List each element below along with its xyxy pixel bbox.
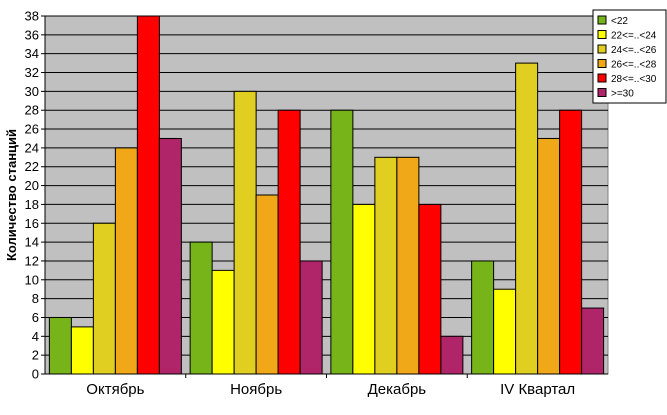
- y-tick-label: 24: [25, 140, 39, 155]
- bar: [559, 109, 583, 375]
- legend-label: 26<=..<28: [611, 60, 657, 71]
- legend-swatch: [597, 44, 607, 54]
- y-tick-label: 34: [25, 46, 39, 61]
- bar: [277, 109, 301, 375]
- bar: [471, 260, 495, 375]
- x-category-label: Декабрь: [368, 381, 427, 398]
- bar: [158, 137, 182, 375]
- x-category-label: Ноябрь: [230, 381, 282, 398]
- y-tick-label: 14: [25, 235, 39, 250]
- x-axis-categories: Октябрь Ноябрь Декабрь IV Квартал: [86, 374, 575, 398]
- legend-swatch: [597, 59, 607, 68]
- y-tick-label: 28: [25, 103, 39, 118]
- bar: [299, 260, 323, 375]
- bar: [440, 335, 464, 375]
- bar: [374, 156, 398, 375]
- bar: [70, 326, 94, 375]
- legend-swatch: [597, 73, 607, 83]
- y-tick-label: 12: [25, 253, 39, 268]
- y-tick-label: 8: [32, 291, 39, 306]
- bar: [136, 15, 160, 375]
- y-tick-label: 32: [25, 65, 39, 80]
- bar: [493, 288, 517, 375]
- legend-swatch: [597, 15, 607, 25]
- y-tick-label: 26: [25, 122, 39, 137]
- y-tick-label: 20: [25, 178, 39, 193]
- bar: [418, 203, 442, 375]
- bar: [396, 156, 420, 375]
- legend: <22 22<=..<24 24<=..<26 26<=..<28 28<=..<30 >…: [592, 9, 667, 104]
- bar: [581, 307, 605, 375]
- bar: [48, 316, 72, 375]
- legend-swatch: [597, 88, 607, 97]
- legend-label: 24<=..<26: [611, 45, 657, 56]
- y-tick-label: 16: [25, 216, 39, 231]
- y-tick-label: 36: [25, 27, 39, 42]
- legend-box: [592, 9, 667, 104]
- bar: [537, 137, 561, 375]
- y-tick-label: 6: [32, 310, 39, 325]
- y-tick-label: 2: [32, 348, 39, 363]
- x-category-label: IV Квартал: [500, 381, 575, 398]
- bar: [330, 109, 354, 375]
- legend-swatch: [597, 30, 607, 39]
- bar: [233, 90, 257, 375]
- y-tick-label: 30: [25, 84, 39, 99]
- bar: [211, 269, 235, 375]
- legend-label: 28<=..<30: [611, 74, 657, 85]
- legend-label: 22<=..<24: [611, 31, 657, 42]
- bars: [48, 15, 605, 375]
- bar: [189, 241, 213, 375]
- bar: [114, 147, 138, 375]
- bar: [255, 194, 279, 375]
- legend-label: >=30: [611, 89, 634, 100]
- bar: [352, 203, 376, 375]
- bar: [92, 222, 116, 375]
- bar: [515, 62, 539, 375]
- y-tick-label: 22: [25, 159, 39, 174]
- y-tick-label: 4: [32, 329, 39, 344]
- legend-label: <22: [611, 16, 628, 27]
- y-tick-label: 10: [25, 272, 39, 287]
- x-category-label: Октябрь: [86, 381, 144, 398]
- y-tick-label: 18: [25, 197, 39, 212]
- y-tick-label: 0: [32, 367, 39, 382]
- y-tick-label: 38: [25, 9, 39, 24]
- y-axis-title: Количество станций: [4, 129, 19, 261]
